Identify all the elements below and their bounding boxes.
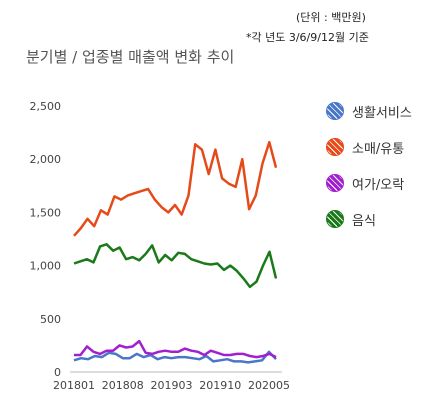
chart-title: 분기별 / 업종별 매출액 변화 추이 — [26, 48, 235, 66]
y-tick-label: 2,000 — [30, 153, 62, 166]
y-tick-label: 1,500 — [30, 206, 62, 219]
legend-label: 생활서비스 — [352, 105, 412, 121]
legend-item[interactable]: 소매/유통 — [326, 138, 412, 157]
y-tick-label: 1,000 — [30, 260, 62, 273]
legend-label: 여가/오락 — [352, 177, 405, 193]
legend-label: 소매/유통 — [352, 141, 405, 157]
x-tick-label: 201808 — [102, 379, 144, 392]
series-line-3[interactable] — [73, 243, 278, 289]
legend-item[interactable]: 음식 — [326, 210, 412, 229]
series-lines — [73, 140, 278, 364]
series-line-1[interactable] — [73, 140, 278, 237]
legend-item[interactable]: 생활서비스 — [326, 102, 412, 121]
legend-marker-icon — [326, 138, 344, 156]
y-tick-label: 500 — [40, 313, 61, 326]
legend-item[interactable]: 여가/오락 — [326, 174, 412, 193]
chart-legend: 생활서비스 소매/유통 여가/오락 음식 — [326, 102, 412, 246]
basis-note: *각 년도 3/6/9/12월 기준 — [246, 31, 369, 44]
x-tick-label: 201910 — [199, 379, 241, 392]
y-tick-label: 2,500 — [30, 100, 62, 113]
series-line-0[interactable] — [73, 350, 277, 364]
y-tick-labels: 0 500 1,000 1,500 2,000 2,500 — [30, 100, 62, 379]
legend-label: 음식 — [352, 213, 376, 229]
x-tick-label: 201801 — [53, 379, 95, 392]
unit-label: (단위 : 백만원) — [296, 11, 366, 24]
legend-marker-icon — [326, 174, 344, 192]
x-tick-label: 202005 — [248, 379, 290, 392]
series-line-2[interactable] — [74, 339, 277, 359]
legend-marker-icon — [326, 102, 344, 120]
legend-marker-icon — [326, 210, 344, 228]
y-tick-label: 0 — [54, 366, 61, 379]
x-tick-label: 201903 — [151, 379, 193, 392]
x-tick-labels: 201801 201808 201903 201910 202005 — [53, 379, 290, 392]
